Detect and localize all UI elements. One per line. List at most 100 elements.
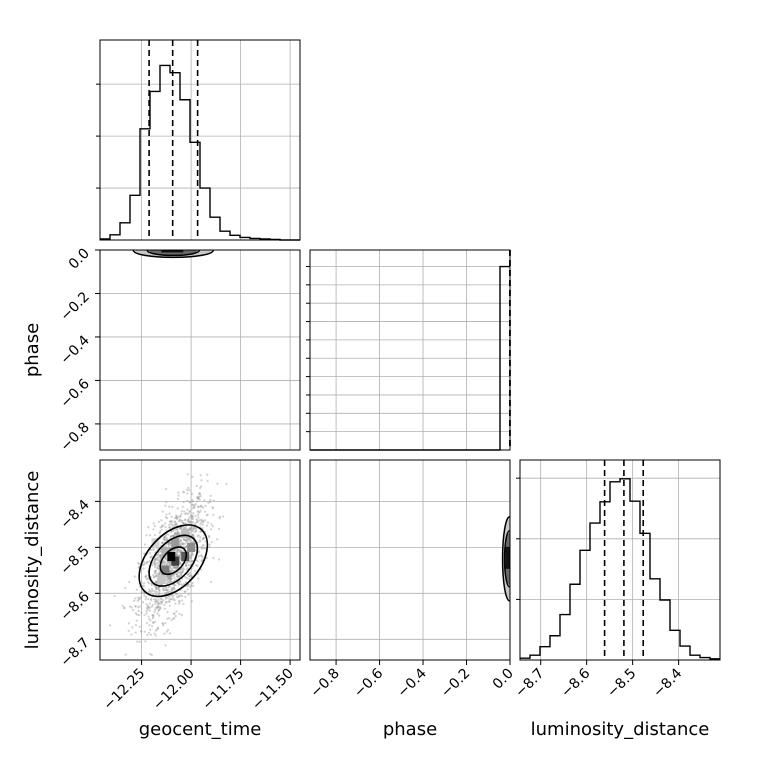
sample-point: [145, 607, 149, 610]
sample-point: [174, 567, 178, 570]
sample-point: [170, 520, 174, 523]
sample-point: [187, 573, 190, 576]
sample-point: [173, 612, 176, 615]
sample-point: [150, 583, 153, 587]
sample-point: [192, 528, 196, 531]
sample-point: [183, 510, 186, 513]
sample-point: [180, 583, 183, 586]
sample-point: [144, 575, 148, 578]
sample-point: [190, 520, 193, 523]
sample-point: [191, 530, 194, 533]
sample-point: [180, 584, 183, 587]
sample-point: [179, 519, 182, 522]
sample-point: [154, 606, 157, 609]
sample-point: [174, 533, 177, 536]
sample-point: [143, 630, 146, 633]
y-tick-label: −0.2: [57, 289, 92, 324]
sample-point: [156, 587, 159, 590]
sample-point: [148, 560, 151, 563]
sample-point: [143, 562, 146, 565]
sample-point: [190, 529, 193, 532]
sample-point: [157, 586, 161, 589]
sample-point: [159, 554, 162, 557]
sample-point: [182, 500, 185, 504]
sample-point: [182, 568, 186, 571]
sample-point: [151, 614, 154, 617]
sample-point: [146, 604, 150, 607]
sample-point: [186, 573, 189, 576]
sample-point: [113, 594, 116, 598]
sample-point: [168, 595, 171, 598]
sample-point: [134, 597, 137, 600]
sample-point: [161, 561, 164, 564]
sample-point: [168, 505, 171, 508]
sample-point: [164, 644, 167, 647]
sample-point: [197, 497, 200, 501]
contour-line: [159, 546, 188, 576]
sample-point: [176, 566, 179, 569]
sample-point: [188, 510, 192, 513]
sample-point: [159, 555, 162, 558]
sample-point: [198, 550, 201, 553]
sample-point: [191, 560, 194, 563]
sample-point: [210, 540, 213, 544]
sample-point: [167, 562, 171, 565]
sample-point: [166, 611, 169, 614]
sample-point: [159, 606, 162, 610]
sample-point: [152, 574, 155, 577]
sample-point: [155, 580, 158, 584]
sample-point: [185, 538, 188, 541]
sample-point: [158, 570, 161, 574]
sample-point: [159, 600, 162, 603]
sample-point: [164, 596, 167, 599]
sample-point: [203, 547, 207, 550]
sample-point: [157, 572, 161, 576]
sample-point: [199, 486, 202, 490]
x-tick-label: −12.25: [100, 666, 148, 714]
sample-point: [200, 554, 203, 558]
sample-point: [187, 516, 191, 519]
sample-point: [131, 608, 135, 612]
sample-point: [157, 598, 160, 601]
sample-point: [166, 578, 170, 581]
sample-point: [198, 493, 201, 496]
sample-point: [186, 512, 189, 516]
sample-point: [175, 551, 178, 554]
density-cell: [161, 547, 170, 557]
sample-point: [131, 626, 134, 629]
sample-point: [153, 575, 156, 578]
sample-point: [176, 592, 179, 596]
y-tick-label: −0.6: [57, 376, 92, 411]
sample-point: [209, 528, 213, 531]
sample-point: [154, 558, 157, 561]
sample-point: [184, 512, 187, 515]
sample-point: [203, 499, 206, 502]
sample-point: [155, 628, 159, 631]
sample-point: [189, 526, 192, 529]
sample-point: [162, 537, 165, 540]
sample-point: [143, 613, 146, 617]
sample-point: [168, 598, 171, 601]
sample-point: [157, 602, 160, 605]
sample-point: [176, 548, 179, 551]
sample-point: [153, 570, 156, 573]
sample-point: [142, 567, 145, 570]
sample-point: [164, 545, 168, 548]
sample-point: [167, 588, 170, 591]
sample-point: [134, 623, 138, 627]
sample-point: [181, 505, 184, 508]
sample-point: [155, 569, 158, 572]
sample-point: [182, 537, 185, 541]
sample-point: [188, 511, 191, 514]
sample-point: [190, 517, 194, 520]
sample-point: [202, 537, 205, 540]
sample-point: [168, 526, 171, 529]
sample-point: [197, 577, 200, 580]
sample-point: [160, 519, 163, 522]
sample-point: [180, 594, 184, 598]
sample-point: [195, 518, 198, 521]
sample-point: [136, 640, 139, 643]
sample-point: [188, 528, 192, 532]
sample-point: [197, 496, 200, 499]
sample-point: [201, 538, 204, 541]
